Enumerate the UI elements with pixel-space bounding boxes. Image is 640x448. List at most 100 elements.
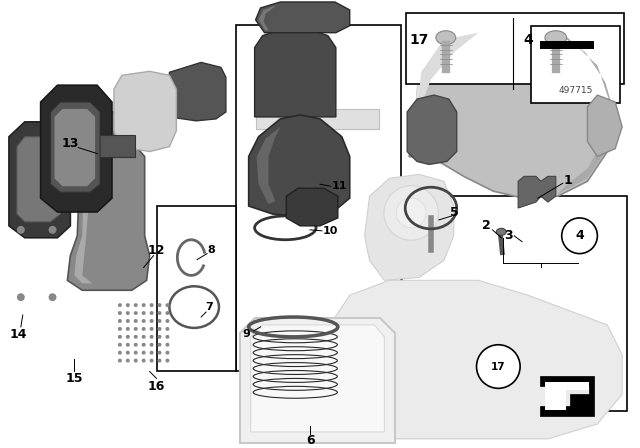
Circle shape — [49, 293, 56, 301]
Polygon shape — [365, 174, 454, 280]
Circle shape — [17, 293, 25, 301]
Circle shape — [141, 311, 146, 315]
Text: 6: 6 — [306, 435, 314, 448]
Circle shape — [157, 319, 161, 323]
Circle shape — [141, 327, 146, 331]
Ellipse shape — [474, 73, 503, 115]
Text: 2: 2 — [482, 220, 491, 233]
Bar — [540, 41, 595, 48]
Circle shape — [150, 335, 154, 339]
Polygon shape — [553, 30, 615, 194]
Bar — [255, 109, 380, 129]
Bar — [236, 25, 401, 371]
Circle shape — [150, 327, 154, 331]
Text: 12: 12 — [148, 244, 165, 257]
Circle shape — [150, 343, 154, 347]
Ellipse shape — [436, 31, 456, 45]
Circle shape — [166, 311, 170, 315]
Circle shape — [118, 303, 122, 307]
Text: 13: 13 — [61, 137, 79, 150]
Text: 15: 15 — [65, 372, 83, 385]
Circle shape — [166, 303, 170, 307]
Ellipse shape — [516, 65, 560, 124]
Circle shape — [150, 351, 154, 355]
Circle shape — [134, 303, 138, 307]
Circle shape — [126, 303, 130, 307]
Text: 3: 3 — [504, 229, 513, 242]
Polygon shape — [257, 127, 280, 204]
Circle shape — [157, 327, 161, 331]
Polygon shape — [545, 383, 589, 410]
Circle shape — [49, 226, 56, 234]
Circle shape — [141, 303, 146, 307]
Bar — [97, 135, 135, 156]
Circle shape — [141, 343, 146, 347]
Text: 8: 8 — [207, 245, 215, 254]
Text: 9: 9 — [243, 329, 251, 339]
Circle shape — [477, 345, 520, 388]
Circle shape — [157, 303, 161, 307]
Circle shape — [166, 319, 170, 323]
Text: 1: 1 — [563, 174, 572, 187]
Text: 4: 4 — [523, 33, 533, 47]
Circle shape — [157, 358, 161, 362]
Ellipse shape — [396, 198, 426, 228]
Polygon shape — [330, 280, 622, 439]
Circle shape — [126, 335, 130, 339]
Circle shape — [150, 311, 154, 315]
Polygon shape — [286, 188, 338, 226]
Polygon shape — [413, 33, 479, 151]
Bar — [531, 26, 620, 103]
Circle shape — [150, 319, 154, 323]
Circle shape — [134, 335, 138, 339]
Circle shape — [134, 319, 138, 323]
Polygon shape — [54, 109, 95, 186]
Circle shape — [141, 351, 146, 355]
Circle shape — [126, 311, 130, 315]
Text: 11: 11 — [332, 181, 348, 191]
Circle shape — [157, 311, 161, 315]
Circle shape — [157, 343, 161, 347]
Polygon shape — [9, 122, 70, 238]
Polygon shape — [170, 62, 226, 121]
Circle shape — [134, 358, 138, 362]
Text: 10: 10 — [322, 226, 337, 236]
Bar — [157, 206, 236, 371]
Polygon shape — [40, 85, 112, 212]
Circle shape — [126, 358, 130, 362]
Circle shape — [118, 351, 122, 355]
Circle shape — [166, 327, 170, 331]
Ellipse shape — [466, 65, 511, 124]
Polygon shape — [518, 177, 556, 208]
Circle shape — [141, 358, 146, 362]
Bar — [406, 13, 624, 84]
Polygon shape — [114, 71, 177, 151]
Ellipse shape — [497, 228, 506, 235]
Polygon shape — [240, 318, 395, 443]
Polygon shape — [249, 115, 349, 216]
Circle shape — [134, 351, 138, 355]
Ellipse shape — [565, 65, 610, 124]
Circle shape — [166, 358, 170, 362]
Polygon shape — [251, 325, 385, 432]
Polygon shape — [17, 137, 60, 222]
Polygon shape — [407, 95, 457, 164]
Polygon shape — [255, 2, 349, 33]
Polygon shape — [70, 112, 152, 142]
Ellipse shape — [545, 31, 566, 45]
Ellipse shape — [573, 73, 602, 115]
Circle shape — [166, 351, 170, 355]
Circle shape — [166, 335, 170, 339]
Polygon shape — [67, 142, 150, 290]
Circle shape — [126, 319, 130, 323]
Polygon shape — [259, 4, 280, 31]
Ellipse shape — [384, 186, 438, 240]
Text: 14: 14 — [9, 328, 27, 341]
Circle shape — [150, 303, 154, 307]
Polygon shape — [51, 102, 100, 192]
Circle shape — [166, 343, 170, 347]
Circle shape — [157, 351, 161, 355]
Ellipse shape — [523, 73, 553, 115]
Polygon shape — [540, 376, 595, 416]
Polygon shape — [74, 146, 102, 283]
